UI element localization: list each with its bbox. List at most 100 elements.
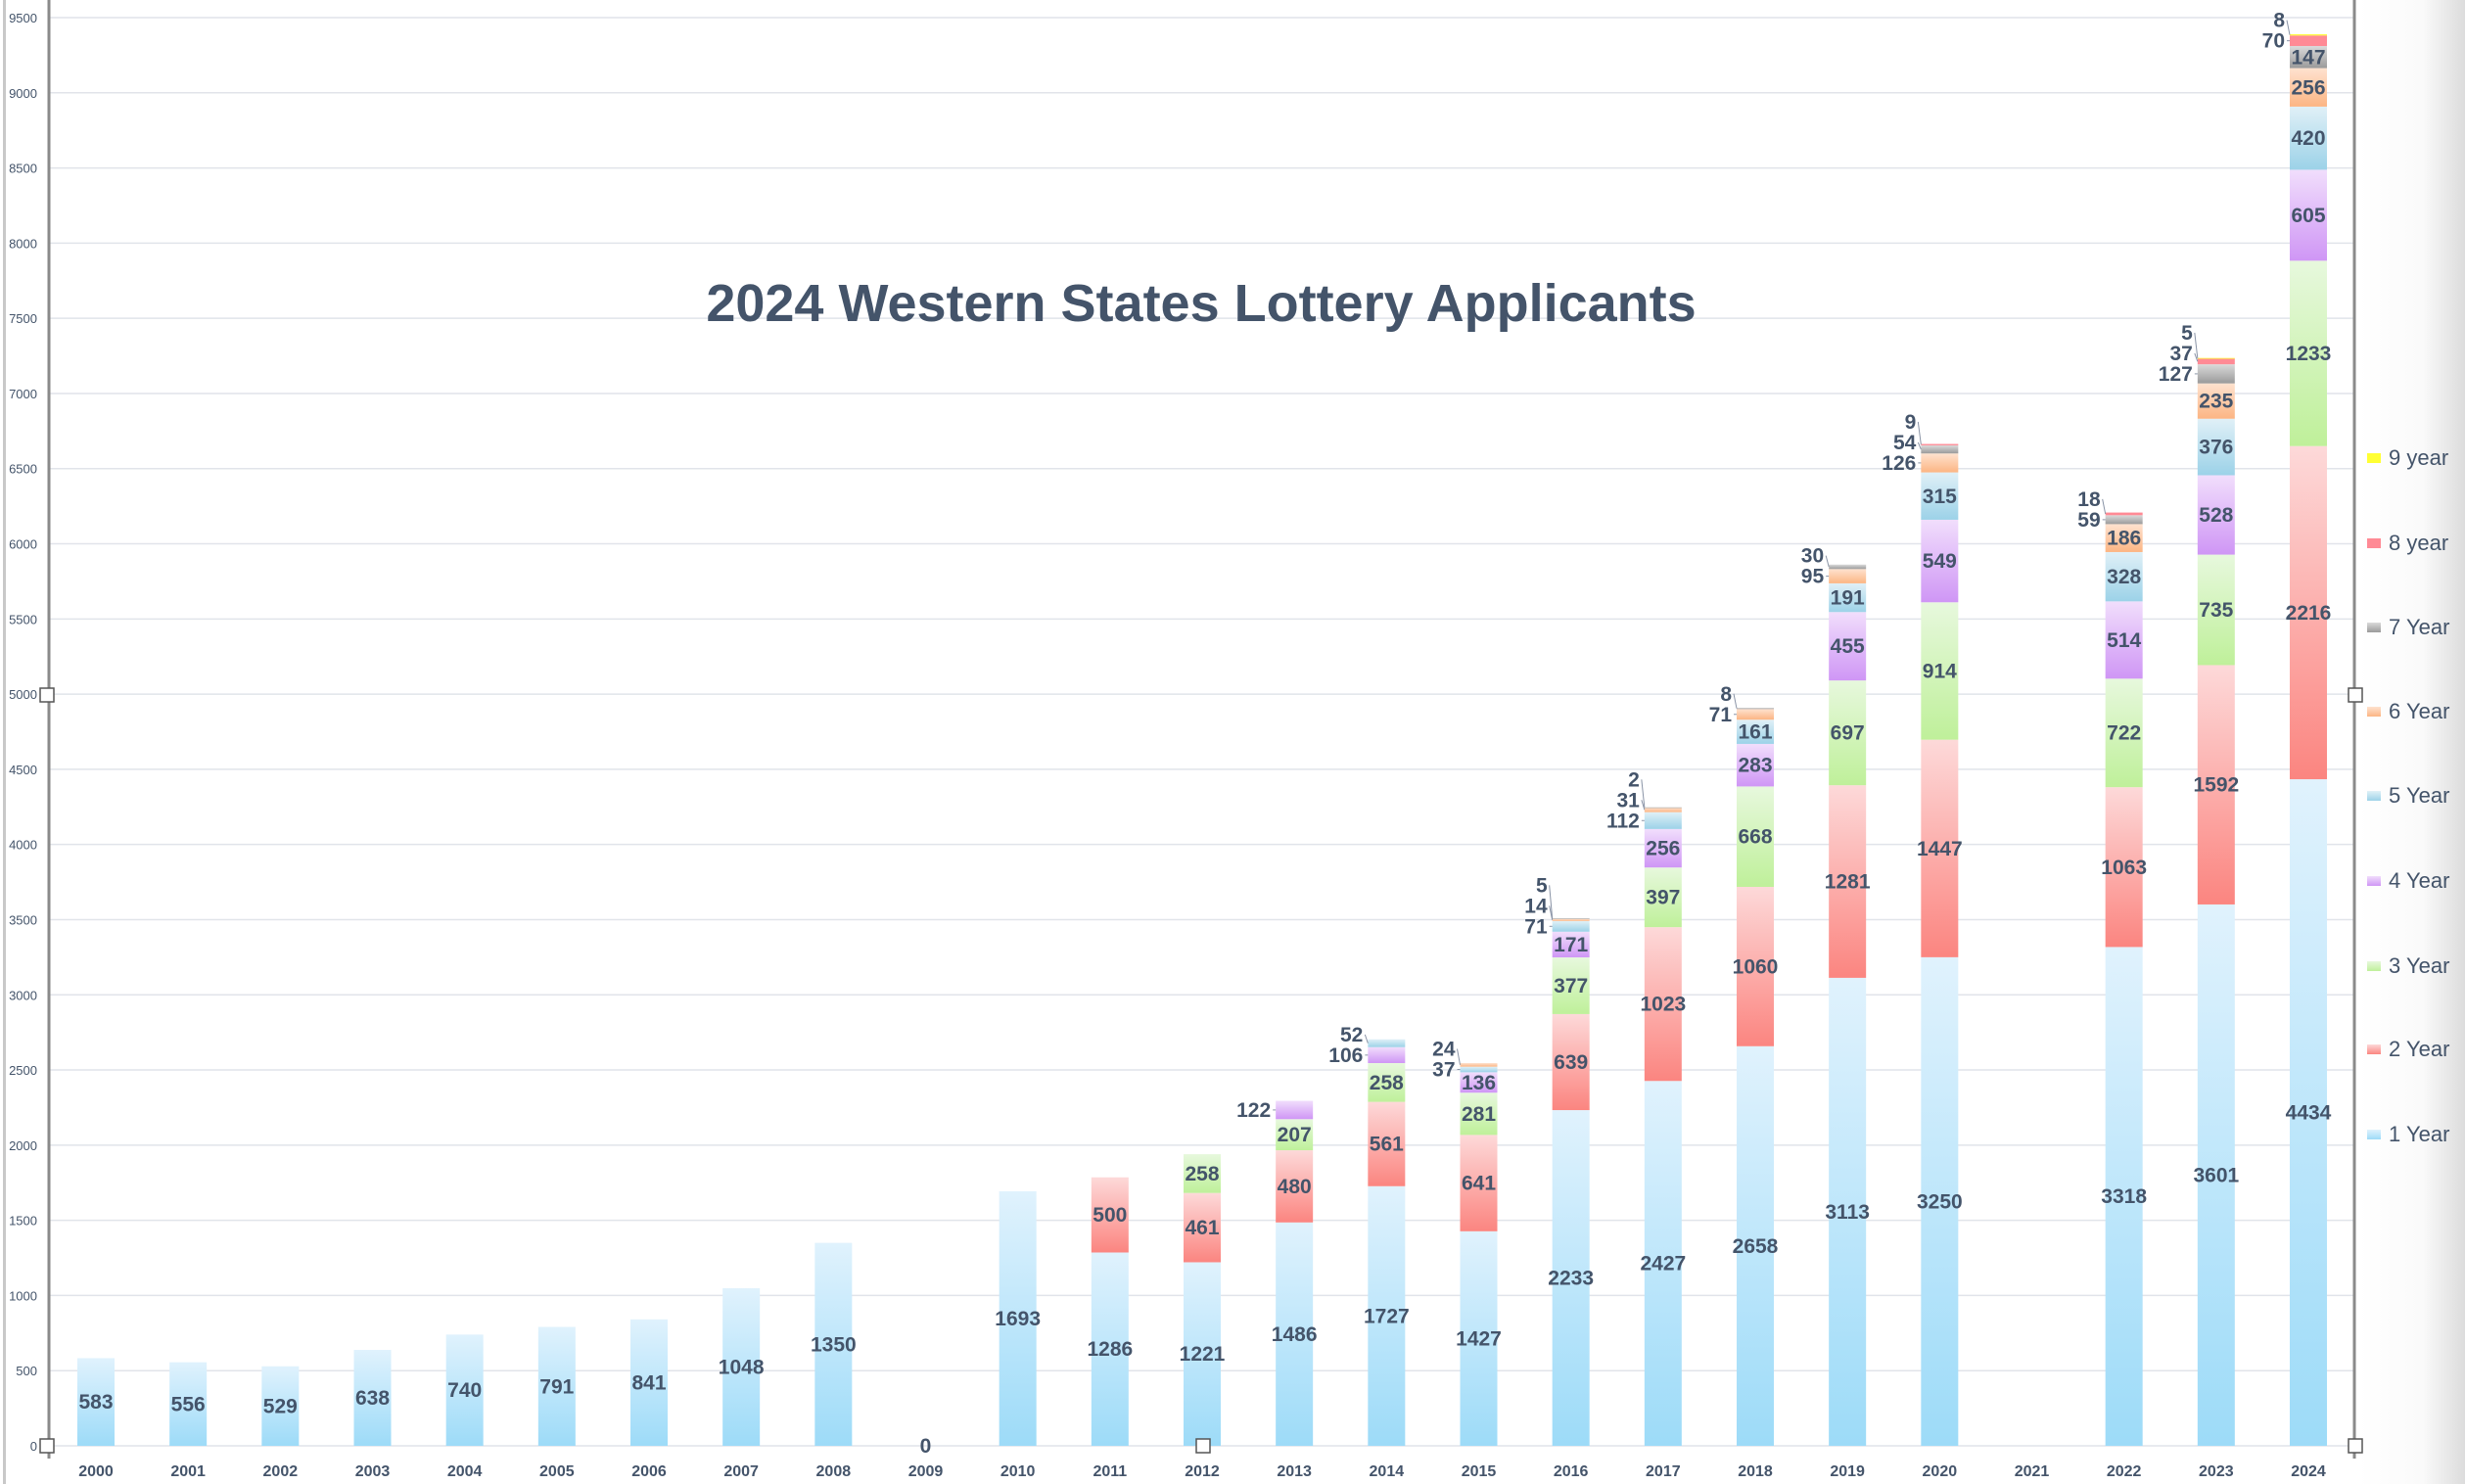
data-label: 191 — [1831, 587, 1865, 610]
bar-segment-8-year — [2105, 512, 2143, 516]
data-label: 70 — [2262, 30, 2285, 53]
data-label: 5 — [2181, 322, 2193, 345]
data-label: 1233 — [2286, 343, 2332, 365]
data-label: 914 — [1923, 660, 1957, 682]
data-label: 59 — [2077, 509, 2100, 532]
data-label: 71 — [1524, 915, 1548, 938]
bar-segment-8-year — [1921, 443, 1959, 445]
x-tick-label: 2010 — [1000, 1463, 1036, 1480]
data-label: 2427 — [1640, 1253, 1686, 1275]
x-tick-label: 2009 — [908, 1463, 944, 1480]
data-label: 3318 — [2101, 1185, 2147, 1208]
bar-segment-1-year — [1552, 1110, 1590, 1446]
bar-segment-2-year — [1368, 1101, 1406, 1186]
bar-segment-3-year — [2197, 554, 2235, 666]
legend-item: 8 year — [2367, 531, 2448, 556]
bar-segment-2-year — [2290, 445, 2327, 780]
bar-segment-3-year — [1829, 680, 1867, 786]
y-tick-label: 500 — [16, 1364, 37, 1378]
data-label: 1286 — [1087, 1338, 1133, 1361]
bar-segment-1-year — [445, 1334, 484, 1446]
y-tick-label: 6500 — [9, 462, 37, 477]
data-label: 791 — [539, 1375, 574, 1398]
x-tick-label: 2018 — [1738, 1463, 1773, 1480]
data-label: 256 — [2291, 76, 2325, 99]
bar-segment-1-year — [1276, 1222, 1314, 1446]
y-tick-label: 7000 — [9, 387, 37, 401]
data-label: 561 — [1370, 1134, 1404, 1156]
data-label: 461 — [1185, 1217, 1219, 1239]
data-label: 1350 — [811, 1333, 857, 1356]
data-label: 1727 — [1364, 1305, 1410, 1327]
data-label: 2216 — [2286, 602, 2332, 625]
bar-segment-6-year — [2105, 524, 2143, 552]
data-label: 528 — [2199, 504, 2233, 527]
y-tick-label: 8000 — [9, 236, 37, 251]
bar-segment-6-year — [2290, 68, 2327, 107]
label-leader-line — [1641, 779, 1646, 808]
legend-item: 1 Year — [2367, 1122, 2449, 1147]
data-label: 500 — [1093, 1204, 1127, 1227]
data-label: 30 — [1801, 545, 1824, 568]
data-label: 126 — [1882, 452, 1916, 475]
bar-segment-1-year — [1091, 1252, 1129, 1446]
y-tick-label: 1000 — [9, 1288, 37, 1303]
bar-segment-1-year — [77, 1358, 115, 1446]
data-label: 258 — [1185, 1163, 1219, 1185]
bar-segment-3-year — [1644, 867, 1682, 928]
data-label: 8 — [1720, 683, 1732, 706]
bar-segment-6-year — [1460, 1062, 1498, 1067]
bar-segment-4-year — [2105, 601, 2143, 679]
x-tick-label: 2002 — [263, 1463, 299, 1480]
data-label: 1023 — [1640, 994, 1686, 1016]
legend-swatch — [2367, 707, 2381, 717]
y-tick-label: 0 — [30, 1439, 37, 1454]
data-label: 1281 — [1825, 871, 1871, 894]
data-label: 0 — [920, 1435, 932, 1458]
bar-segment-6-year — [2197, 383, 2235, 419]
data-label: 529 — [263, 1395, 298, 1417]
y-tick-label: 7500 — [9, 311, 37, 326]
legend-label: 3 Year — [2389, 953, 2450, 978]
bar-segment-7-year — [1644, 807, 1682, 809]
data-label: 95 — [1801, 566, 1825, 588]
data-label: 31 — [1616, 789, 1640, 812]
data-label: 1447 — [1917, 838, 1963, 860]
legend-label: 2 Year — [2389, 1037, 2450, 1061]
bar-segment-4-year — [2290, 169, 2327, 261]
data-label: 147 — [2291, 46, 2325, 69]
data-label: 112 — [1606, 810, 1640, 832]
bar-segment-1-year — [261, 1366, 300, 1446]
data-label: 71 — [1709, 704, 1733, 726]
data-label: 556 — [171, 1393, 206, 1415]
data-label: 127 — [2159, 363, 2193, 386]
x-tick-label: 2006 — [631, 1463, 667, 1480]
resize-handle — [2348, 1438, 2363, 1454]
data-label: 281 — [1462, 1103, 1496, 1126]
data-label: 2658 — [1733, 1235, 1779, 1258]
bar-segment-1-year — [169, 1362, 208, 1446]
data-label: 258 — [1370, 1072, 1404, 1094]
data-label: 583 — [78, 1391, 113, 1414]
bar-segment-4-year — [1829, 612, 1867, 681]
legend-label: 1 Year — [2389, 1122, 2450, 1146]
data-label: 136 — [1462, 1072, 1496, 1094]
data-label: 641 — [1462, 1173, 1496, 1195]
label-leader-line — [1825, 555, 1830, 568]
data-label: 5 — [1536, 874, 1548, 897]
data-label: 186 — [2107, 528, 2141, 550]
bar-segment-1-year — [1460, 1230, 1498, 1446]
data-label: 605 — [2291, 205, 2325, 227]
bar-segment-7-year — [1737, 708, 1774, 710]
y-tick-label: 6000 — [9, 537, 37, 552]
x-tick-label: 2011 — [1093, 1463, 1127, 1480]
legend-swatch — [2367, 623, 2381, 632]
legend-swatch — [2367, 538, 2381, 548]
x-tick-label: 2017 — [1646, 1463, 1681, 1480]
bar-segment-3-year — [1552, 957, 1590, 1014]
chart-title: 2024 Western States Lottery Applicants — [706, 274, 1696, 333]
y-tick-label: 5500 — [9, 612, 37, 626]
bar-segment-4-year — [1644, 828, 1682, 868]
data-label: 376 — [2199, 437, 2233, 459]
data-label: 1060 — [1733, 955, 1779, 978]
